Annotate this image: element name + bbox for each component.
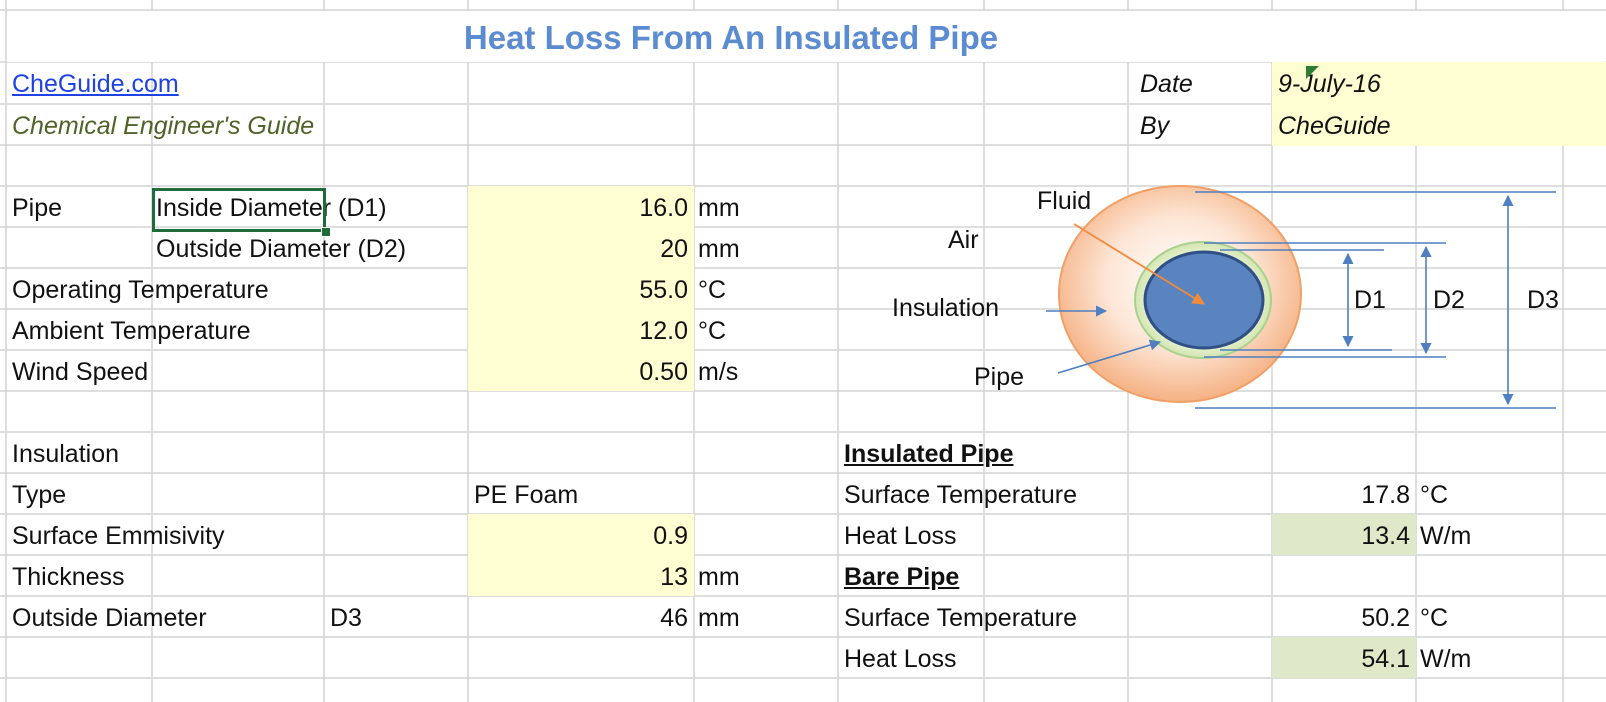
title-row-fill (7, 11, 1605, 62)
subtitle-text: Chemical Engineer's Guide (12, 112, 315, 140)
operating-temperature-value[interactable]: 55.0 (639, 276, 688, 304)
insulation-outside-diameter-label: Outside Diameter (12, 604, 207, 632)
bare-heat-loss-unit: W/m (1420, 645, 1472, 673)
bare-surface-temp-unit: °C (1420, 604, 1449, 632)
pipe-cross-section-diagram: Fluid Air Insulation Pipe D1 D2 D3 (892, 185, 1559, 409)
bare-surface-temp-label: Surface Temperature (844, 604, 1077, 632)
wind-speed-unit: m/s (698, 358, 739, 386)
inside-diameter-label[interactable]: Inside Diameter (D1) (156, 194, 387, 222)
bare-surface-temp-value: 50.2 (1361, 604, 1410, 632)
fill-handle[interactable] (321, 227, 331, 237)
surface-emissivity-label: Surface Emmisivity (12, 522, 225, 550)
outside-diameter-unit: mm (698, 235, 740, 263)
bare-heat-loss-label: Heat Loss (844, 645, 957, 673)
ambient-temperature-unit: °C (698, 317, 727, 345)
date-value[interactable]: 9-July-16 (1278, 70, 1381, 98)
bare-heat-loss-fill (1272, 637, 1416, 678)
active-cell-selection[interactable] (152, 188, 326, 232)
bare-pipe-header: Bare Pipe (844, 563, 960, 591)
inside-diameter-unit: mm (698, 194, 740, 222)
outside-diameter-label: Outside Diameter (D2) (156, 235, 407, 263)
insulated-heat-loss-value: 13.4 (1361, 522, 1410, 550)
outside-diameter-value[interactable]: 20 (660, 235, 688, 263)
emissivity-input-fill (468, 514, 694, 596)
by-value[interactable]: CheGuide (1278, 112, 1391, 140)
pipe-inputs-fill (468, 186, 694, 391)
surface-emissivity-value[interactable]: 0.9 (653, 522, 688, 550)
bare-heat-loss-value: 54.1 (1361, 645, 1410, 673)
insulation-section-label: Insulation (12, 440, 120, 468)
date-label: Date (1140, 70, 1193, 98)
diagram-label-fluid: Fluid (1037, 187, 1091, 215)
diagram-label-pipe: Pipe (974, 363, 1024, 391)
insulated-surface-temp-unit: °C (1420, 481, 1449, 509)
fluid-core (1143, 250, 1265, 350)
insulated-surface-temp-value: 17.8 (1361, 481, 1410, 509)
ambient-temperature-value[interactable]: 12.0 (639, 317, 688, 345)
wind-speed-value[interactable]: 0.50 (639, 358, 688, 386)
insulated-heat-loss-unit: W/m (1420, 522, 1472, 550)
wind-speed-label: Wind Speed (12, 358, 149, 386)
insulation-type-value[interactable]: PE Foam (474, 481, 579, 509)
insulated-heat-loss-fill (1272, 514, 1416, 555)
diagram-label-d1: D1 (1354, 286, 1386, 314)
date-cell-fill (1272, 62, 1606, 146)
insulated-pipe-header: Insulated Pipe (844, 440, 1014, 468)
insulated-surface-temp-label: Surface Temperature (844, 481, 1077, 509)
diagram-label-insulation: Insulation (892, 294, 999, 322)
insulation-type-label: Type (12, 481, 67, 509)
thickness-unit: mm (698, 563, 740, 591)
pipe-section-label: Pipe (12, 194, 63, 222)
by-label: By (1140, 112, 1170, 140)
insulation-outside-diameter-unit: mm (698, 604, 740, 632)
inside-diameter-value[interactable]: 16.0 (639, 194, 688, 222)
thickness-value[interactable]: 13 (660, 563, 688, 591)
ambient-temperature-label: Ambient Temperature (12, 317, 251, 345)
thickness-label: Thickness (12, 563, 125, 591)
comment-indicator-icon (1306, 66, 1319, 79)
diagram-label-d2: D2 (1433, 286, 1465, 314)
diagram-label-d3: D3 (1527, 286, 1559, 314)
insulation-od-tag: D3 (330, 604, 362, 632)
insulated-heat-loss-label: Heat Loss (844, 522, 957, 550)
insulation-outside-diameter-value: 46 (660, 604, 688, 632)
diagram-label-air: Air (948, 226, 979, 254)
cheguide-link[interactable]: CheGuide.com (12, 70, 179, 98)
operating-temperature-label: Operating Temperature (12, 276, 269, 304)
page-title: Heat Loss From An Insulated Pipe (463, 19, 999, 56)
operating-temperature-unit: °C (698, 276, 727, 304)
